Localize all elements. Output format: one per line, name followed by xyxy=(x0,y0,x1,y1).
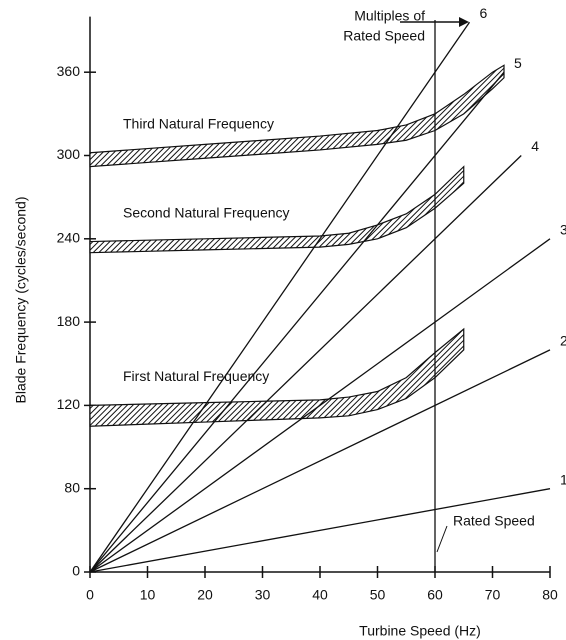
y-tick-label: 0 xyxy=(72,563,80,579)
x-tick-label: 50 xyxy=(370,587,386,603)
multiples-arrowhead xyxy=(459,17,469,27)
x-tick-label: 60 xyxy=(427,587,443,603)
x-tick-label: 10 xyxy=(140,587,156,603)
multiples-label: Rated Speed xyxy=(343,28,425,44)
y-tick-label: 120 xyxy=(57,396,81,412)
x-tick-label: 30 xyxy=(255,587,271,603)
x-tick-label: 80 xyxy=(542,587,558,603)
multiple-line xyxy=(89,488,551,573)
multiple-label: 6 xyxy=(480,5,488,21)
y-tick-label: 360 xyxy=(57,63,81,79)
y-tick-label: 80 xyxy=(64,479,80,495)
y-axis-label: Blade Frequency (cycles/second) xyxy=(13,197,29,404)
band-label: Second Natural Frequency xyxy=(123,204,290,220)
multiple-label: 3 xyxy=(560,222,566,238)
multiple-line xyxy=(89,21,471,573)
x-axis-label: Turbine Speed (Hz) xyxy=(359,623,481,639)
x-tick-label: 40 xyxy=(312,587,328,603)
frequency-band xyxy=(89,64,505,168)
y-tick-label: 300 xyxy=(57,146,81,162)
multiple-label: 5 xyxy=(514,55,522,71)
multiple-line xyxy=(89,155,522,573)
band-label: First Natural Frequency xyxy=(123,368,269,384)
multiple-label: 1 xyxy=(560,471,566,487)
band-label: Third Natural Frequency xyxy=(123,115,274,131)
x-tick-label: 20 xyxy=(197,587,213,603)
y-tick-label: 240 xyxy=(57,230,81,246)
rated-speed-label: Rated Speed xyxy=(453,513,535,529)
y-tick-label: 180 xyxy=(57,313,81,329)
rated-speed-pointer xyxy=(436,525,448,553)
multiple-line xyxy=(89,349,551,573)
frequency-band xyxy=(89,165,465,254)
multiple-label: 4 xyxy=(531,138,539,154)
x-tick-label: 70 xyxy=(485,587,501,603)
frequency-band xyxy=(89,327,465,427)
x-tick-label: 0 xyxy=(86,587,94,603)
multiple-label: 2 xyxy=(560,333,566,349)
multiples-label: Multiples of xyxy=(354,8,425,24)
multiple-line xyxy=(89,238,551,573)
